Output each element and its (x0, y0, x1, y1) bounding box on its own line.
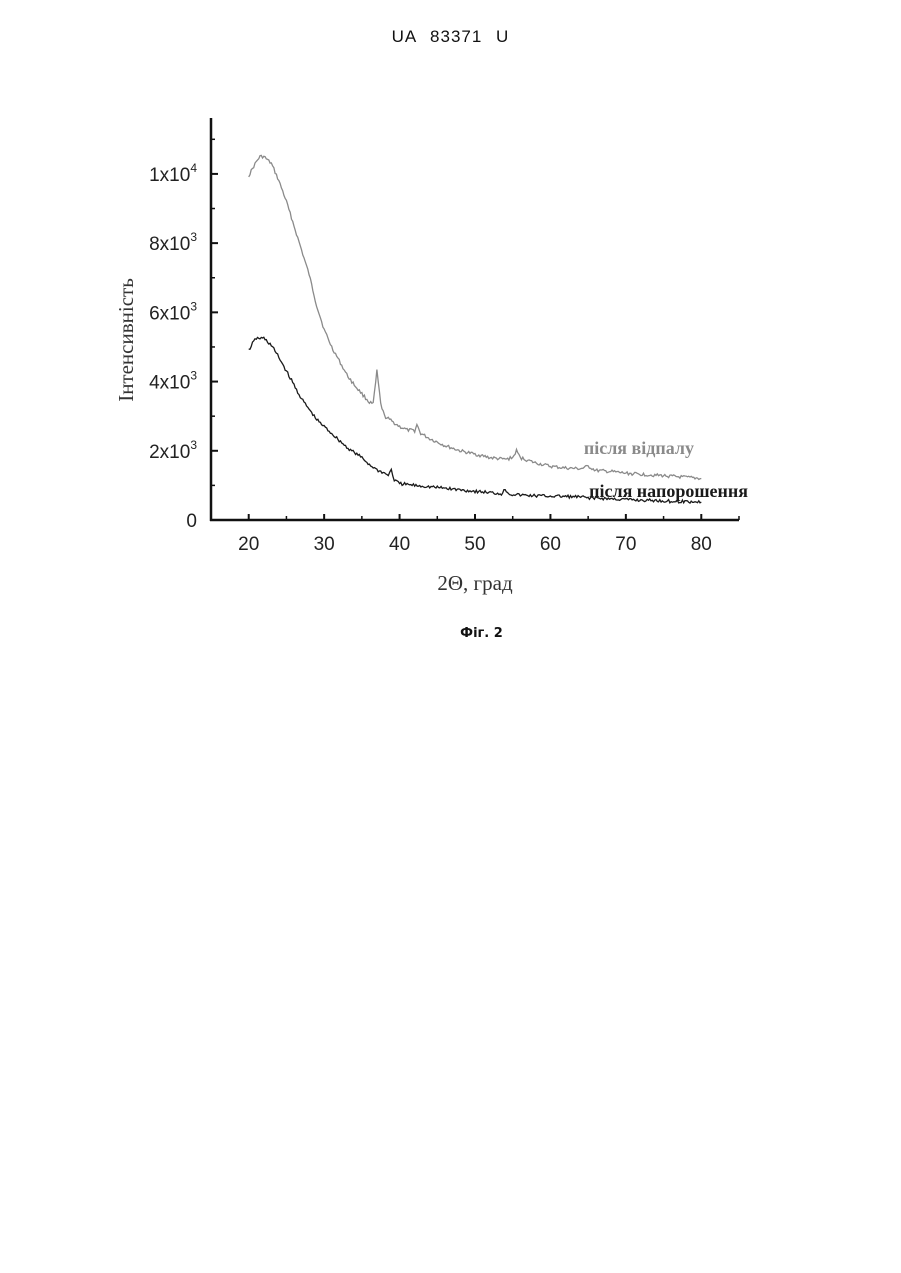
y-axis-title: Інтенсивність (114, 278, 138, 402)
series-label-annealed: після відпалу (584, 438, 694, 458)
labels-layer: 0 2x103 4x103 6x103 8x103 1x104 20 30 40 50 60 70 80… (114, 161, 748, 595)
series-label-deposited: після напорошення (589, 481, 748, 501)
x-tick-label: 40 (389, 534, 410, 555)
x-axis-title: 2Θ, град (437, 571, 513, 595)
x-tick-label: 30 (314, 534, 335, 555)
y-tick-label: 8x103 (149, 230, 197, 255)
figure-caption: Фіг. 2 (0, 626, 901, 641)
y-tick-label: 1x104 (149, 161, 197, 186)
xrd-chart: 0 2x103 4x103 6x103 8x103 1x104 20 30 40 50 60 70 80… (0, 0, 901, 620)
x-tick-label: 50 (464, 534, 485, 555)
series-line-deposited (249, 337, 702, 503)
y-tick-label: 0 (186, 511, 197, 532)
chart-axes (210, 118, 739, 521)
y-tick-label: 6x103 (149, 299, 197, 324)
y-tick-label: 4x103 (149, 369, 197, 394)
x-tick-label: 20 (238, 534, 259, 555)
y-tick-label: 2x103 (149, 438, 197, 463)
x-tick-label: 80 (691, 534, 712, 555)
x-tick-label: 60 (540, 534, 561, 555)
series-line-annealed (249, 155, 702, 479)
x-tick-label: 70 (615, 534, 636, 555)
